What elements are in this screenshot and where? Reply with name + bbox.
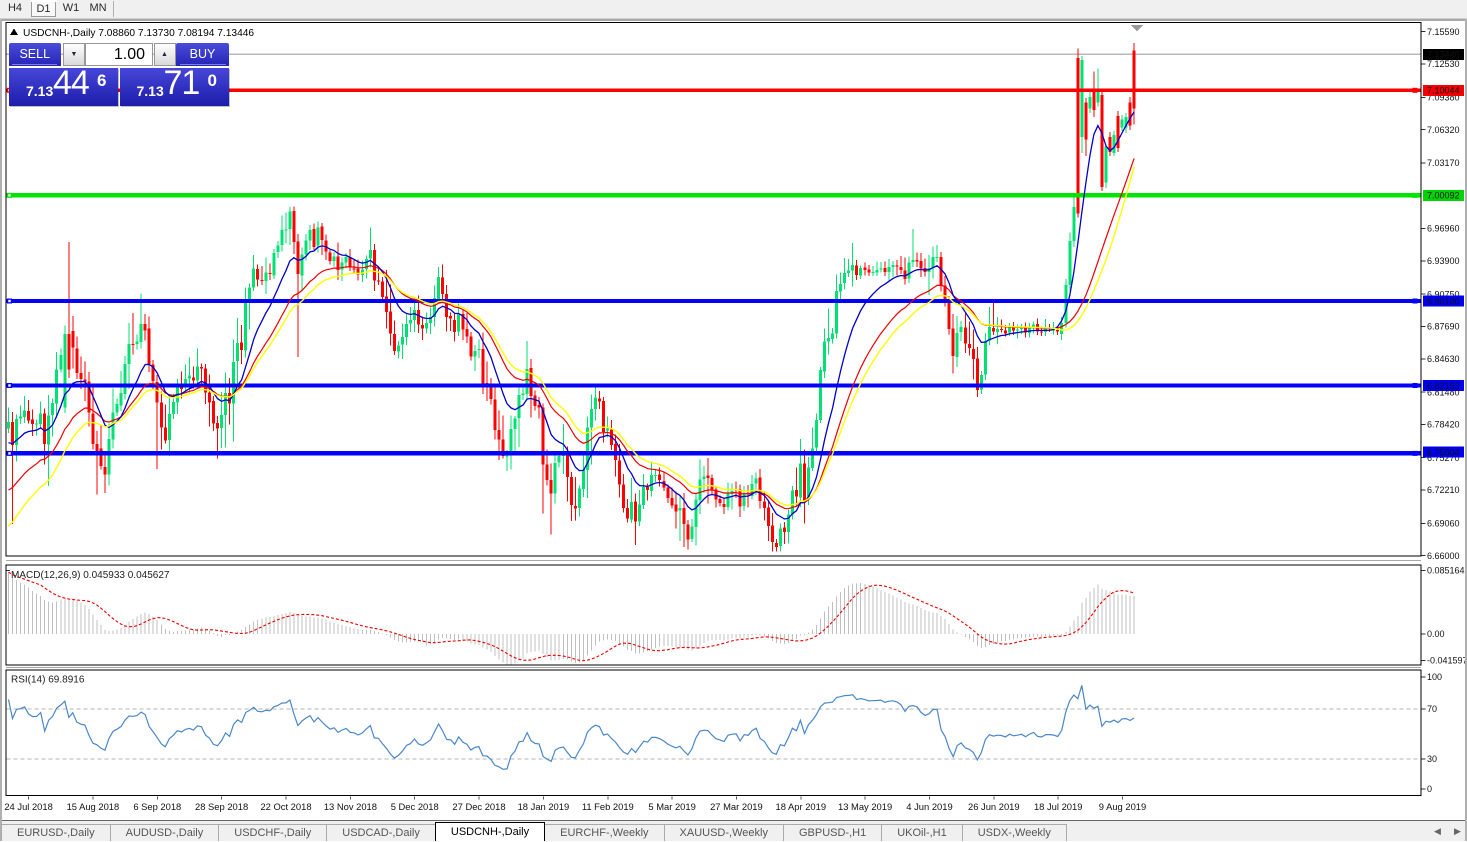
svg-text:6 Sep 2018: 6 Sep 2018 (133, 801, 181, 812)
svg-text:6.78420: 6.78420 (1427, 420, 1460, 430)
svg-text:USDCNH-,Daily 7.08860 7.13730: USDCNH-,Daily 7.08860 7.13730 7.08194 7.… (23, 28, 254, 39)
svg-text:5 Mar 2019: 5 Mar 2019 (648, 801, 695, 812)
svg-text:6.90750: 6.90750 (1427, 289, 1460, 299)
svg-text:13 May 2019: 13 May 2019 (838, 801, 892, 812)
svg-text:70: 70 (1427, 704, 1437, 714)
svg-text:7.09380: 7.09380 (1427, 93, 1460, 103)
svg-text:27 Dec 2018: 27 Dec 2018 (452, 801, 505, 812)
svg-text:6.72210: 6.72210 (1427, 485, 1460, 495)
svg-text:0: 0 (1427, 784, 1432, 794)
svg-text:28 Sep 2018: 28 Sep 2018 (195, 801, 248, 812)
svg-text:6.96960: 6.96960 (1427, 224, 1460, 234)
svg-text:18 Apr 2019: 18 Apr 2019 (776, 801, 827, 812)
svg-text:18 Jan 2019: 18 Jan 2019 (518, 801, 570, 812)
svg-text:15 Aug 2018: 15 Aug 2018 (67, 801, 120, 812)
svg-text:6.69060: 6.69060 (1427, 519, 1460, 529)
svg-text:6.87690: 6.87690 (1427, 322, 1460, 332)
svg-text:6.90100: 6.90100 (1427, 296, 1460, 306)
svg-text:0.00: 0.00 (1427, 629, 1445, 639)
svg-text:13 Nov 2018: 13 Nov 2018 (324, 801, 377, 812)
svg-text:30: 30 (1427, 754, 1437, 764)
svg-text:6.93900: 6.93900 (1427, 256, 1460, 266)
svg-text:7.13446: 7.13446 (1427, 50, 1460, 60)
svg-text:18 Jul 2019: 18 Jul 2019 (1034, 801, 1082, 812)
svg-text:6.82103: 6.82103 (1427, 381, 1460, 391)
svg-text:6.66000: 6.66000 (1427, 551, 1460, 561)
svg-text:100: 100 (1427, 672, 1442, 682)
svg-text:7.15590: 7.15590 (1427, 27, 1460, 37)
svg-text:24 Jul 2018: 24 Jul 2018 (4, 801, 52, 812)
svg-text:5 Dec 2018: 5 Dec 2018 (391, 801, 439, 812)
svg-text:9 Aug 2019: 9 Aug 2019 (1099, 801, 1146, 812)
svg-text:6.75270: 6.75270 (1427, 453, 1460, 463)
svg-text:7.00092: 7.00092 (1427, 191, 1460, 201)
svg-text:7.12530: 7.12530 (1427, 59, 1460, 69)
svg-text:7.03170: 7.03170 (1427, 158, 1460, 168)
svg-text:26 Jun 2019: 26 Jun 2019 (968, 801, 1020, 812)
svg-text:RSI(14) 69.8916: RSI(14) 69.8916 (11, 675, 85, 686)
svg-text:4 Jun 2019: 4 Jun 2019 (906, 801, 952, 812)
svg-text:11 Feb 2019: 11 Feb 2019 (582, 801, 634, 812)
svg-text:22 Oct 2018: 22 Oct 2018 (260, 801, 311, 812)
svg-text:-0.041597: -0.041597 (1427, 656, 1467, 666)
svg-text:6.81480: 6.81480 (1427, 387, 1460, 397)
svg-text:6.75804: 6.75804 (1427, 447, 1460, 457)
svg-text:7.06320: 7.06320 (1427, 125, 1460, 135)
svg-text:7.10044: 7.10044 (1427, 86, 1460, 96)
svg-text:MACD(12,26,9) 0.045933 0.04562: MACD(12,26,9) 0.045933 0.045627 (11, 570, 170, 581)
svg-text:6.84630: 6.84630 (1427, 354, 1460, 364)
svg-text:0.085164: 0.085164 (1427, 566, 1465, 576)
svg-text:27 Mar 2019: 27 Mar 2019 (710, 801, 763, 812)
